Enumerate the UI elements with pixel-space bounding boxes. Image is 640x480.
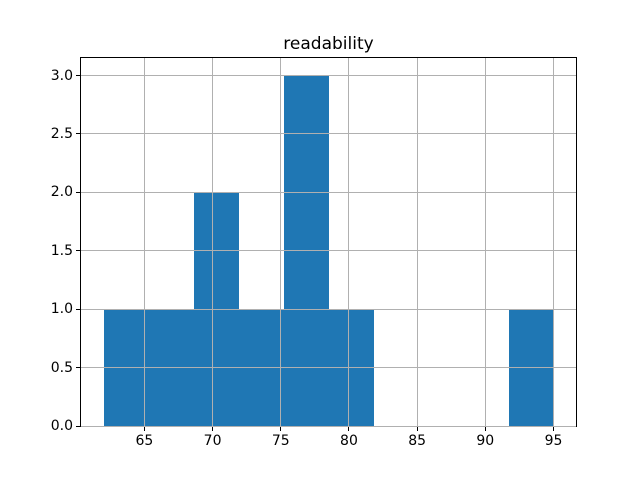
gridline-x [484, 58, 486, 426]
x-tick-mark [212, 427, 214, 431]
x-tick-label: 95 [544, 433, 563, 449]
x-tick-mark [484, 427, 486, 431]
gridline-y [81, 133, 576, 135]
gridline-y [81, 308, 576, 310]
chart-title: readability [283, 34, 374, 54]
gridline-x [143, 58, 145, 426]
x-tick-label: 90 [476, 433, 495, 449]
gridline-y [81, 191, 576, 193]
gridline-y [81, 367, 576, 369]
x-tick-mark [348, 427, 350, 431]
x-tick-mark [416, 427, 418, 431]
y-tick-mark [76, 133, 80, 135]
plot-area [80, 57, 577, 427]
y-tick-mark [76, 308, 80, 310]
x-tick-label: 85 [408, 433, 427, 449]
y-tick-mark [76, 250, 80, 252]
x-tick-label: 75 [271, 433, 290, 449]
gridline-x [416, 58, 418, 426]
y-tick-label: 2.5 [50, 125, 73, 142]
gridline-x [212, 58, 214, 426]
gridline-x [348, 58, 350, 426]
gridline-y [81, 425, 576, 427]
y-tick-mark [76, 425, 80, 427]
y-tick-label: 3.0 [50, 67, 73, 84]
y-tick-mark [76, 75, 80, 77]
y-tick-label: 1.5 [50, 242, 73, 259]
y-tick-label: 1.0 [50, 301, 73, 318]
y-tick-label: 0.0 [50, 418, 73, 434]
y-tick-mark [76, 191, 80, 193]
gridline-x [280, 58, 282, 426]
x-tick-label: 65 [135, 433, 154, 449]
gridline-x [553, 58, 554, 426]
x-tick-mark [553, 427, 554, 431]
x-tick-mark [143, 427, 145, 431]
y-tick-mark [76, 367, 80, 369]
y-tick-label: 0.5 [50, 359, 73, 376]
y-tick-label: 2.0 [50, 184, 73, 201]
gridline-y [81, 75, 576, 77]
x-tick-label: 80 [340, 433, 358, 449]
x-tick-label: 70 [203, 433, 222, 449]
grid-layer [81, 58, 576, 427]
x-tick-mark [280, 427, 282, 431]
gridline-y [81, 250, 576, 252]
